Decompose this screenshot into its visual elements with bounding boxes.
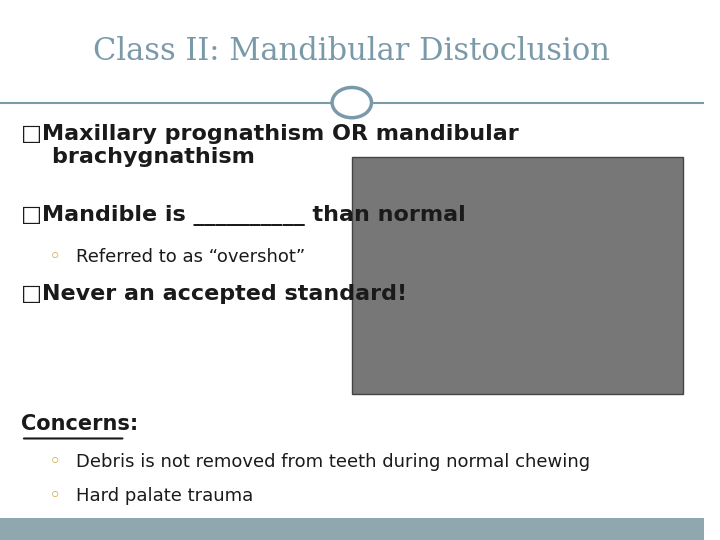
Text: □Maxillary prognathism OR mandibular
    brachygnathism: □Maxillary prognathism OR mandibular bra… <box>21 124 519 167</box>
Circle shape <box>332 87 372 118</box>
Text: Class II: Mandibular Distoclusion: Class II: Mandibular Distoclusion <box>94 36 611 67</box>
Text: □Never an accepted standard!: □Never an accepted standard! <box>21 284 408 305</box>
Text: ◦: ◦ <box>49 246 62 267</box>
FancyBboxPatch shape <box>352 157 683 394</box>
Text: □Mandible is __________ than normal: □Mandible is __________ than normal <box>21 206 466 226</box>
Text: ◦: ◦ <box>49 451 62 472</box>
Text: ◦: ◦ <box>49 485 62 506</box>
Text: Debris is not removed from teeth during normal chewing: Debris is not removed from teeth during … <box>76 453 590 471</box>
Text: Hard palate trauma: Hard palate trauma <box>76 487 253 505</box>
FancyBboxPatch shape <box>0 0 703 103</box>
Text: Concerns:: Concerns: <box>21 414 138 434</box>
FancyBboxPatch shape <box>0 518 703 540</box>
Text: Referred to as “overshot”: Referred to as “overshot” <box>76 247 305 266</box>
